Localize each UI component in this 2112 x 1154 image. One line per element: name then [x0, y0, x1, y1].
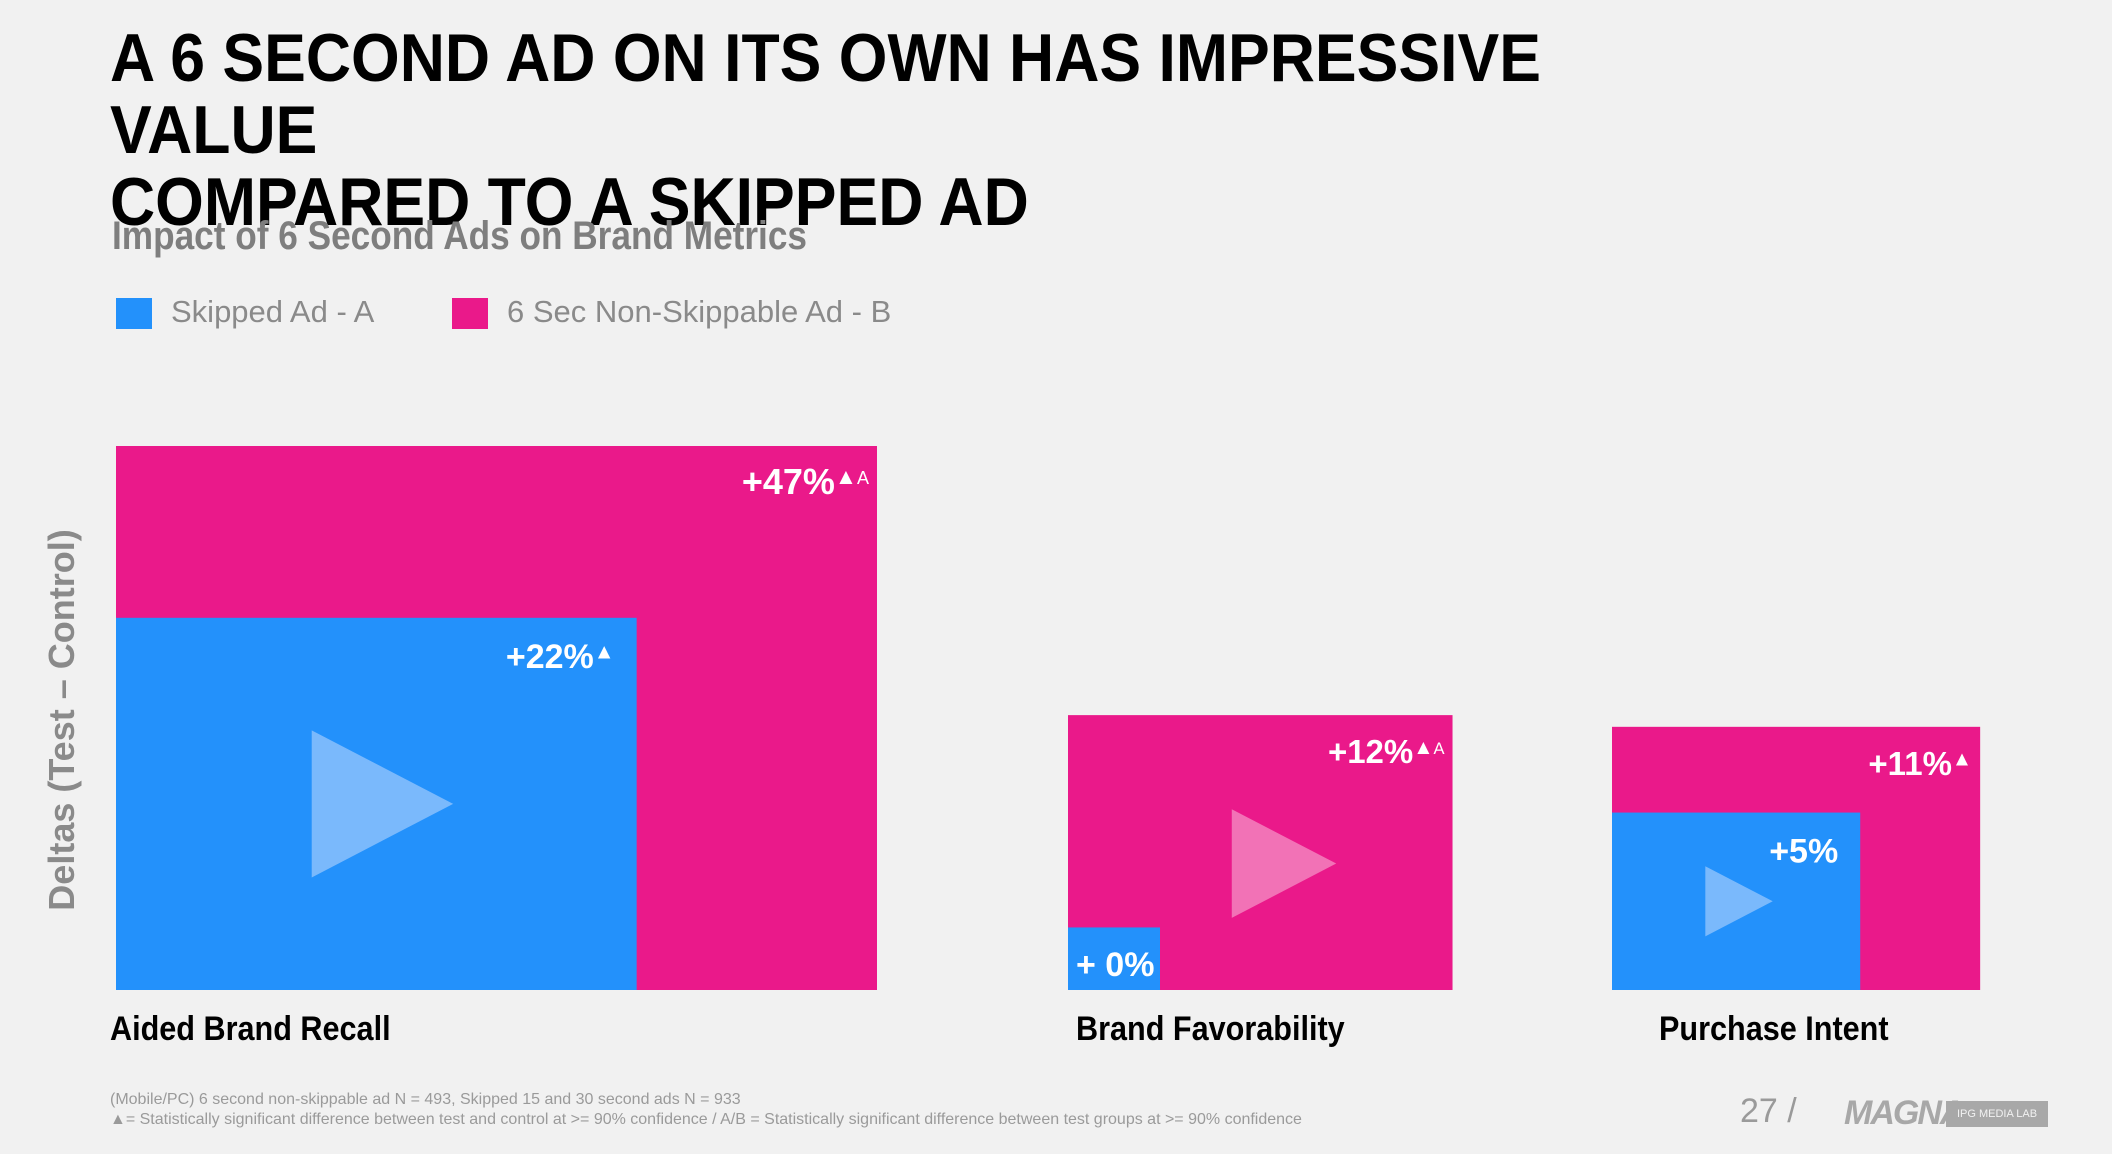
category-label-aided-brand-recall: Aided Brand Recall — [110, 1010, 391, 1048]
headline-line-2: COMPARED TO A SKIPPED AD — [110, 164, 1029, 240]
category-label-purchase-intent: Purchase Intent — [1659, 1010, 1889, 1048]
legend-label-nonskip: 6 Sec Non-Skippable Ad - B — [507, 294, 892, 329]
play-icon-brand-favorability — [1231, 809, 1337, 918]
category-label-brand-favorability: Brand Favorability — [1076, 1010, 1345, 1048]
footnote-sample-size: (Mobile/PC) 6 second non-skippable ad N … — [110, 1091, 741, 1108]
legend-swatch-skipped — [116, 298, 152, 329]
page-number: 27 / — [1740, 1092, 1797, 1130]
footnote-significance: ▲= Statistically significant difference … — [110, 1111, 1302, 1128]
headline: A 6 SECOND AD ON ITS OWN HAS IMPRESSIVE … — [110, 22, 1674, 238]
value-label-skipped-brand-favorability: + 0% — [1076, 946, 1154, 984]
chart-title: Impact of 6 Second Ads on Brand Metrics — [112, 214, 807, 258]
play-icon-aided-brand-recall — [311, 730, 454, 878]
headline-line-1: A 6 SECOND AD ON ITS OWN HAS IMPRESSIVE … — [110, 20, 1541, 168]
play-icon-purchase-intent — [1705, 866, 1773, 937]
legend-swatch-nonskip — [452, 298, 488, 329]
bar-skipped-brand-favorability — [1068, 927, 1160, 990]
magna-logo: MAGNA — [1844, 1094, 1964, 1132]
value-label-skipped-purchase-intent: +5% — [1769, 833, 1838, 871]
ipg-media-lab-badge: IPG MEDIA LAB — [1946, 1101, 2048, 1127]
legend-label-skipped: Skipped Ad - A — [171, 294, 375, 329]
